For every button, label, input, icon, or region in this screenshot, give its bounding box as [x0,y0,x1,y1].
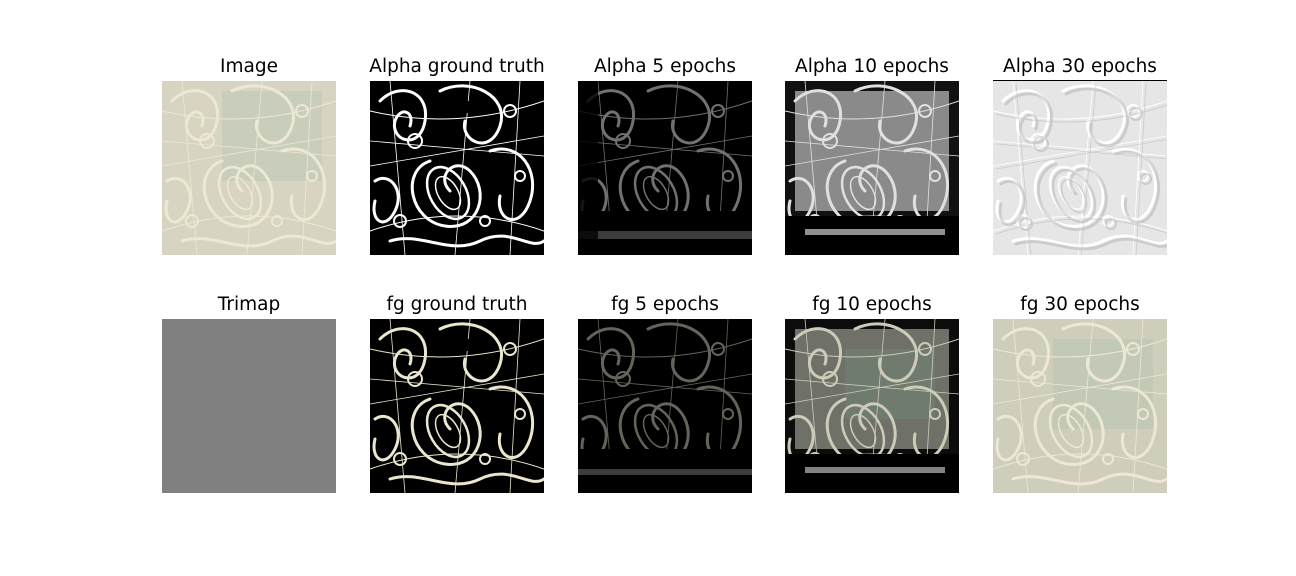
alpha-5-epochs-image [578,81,752,255]
panel-title: Alpha 30 epochs [1003,56,1157,77]
alpha-ground-truth-image [370,81,544,255]
panel-title: fg 10 epochs [812,294,932,315]
panel-title: fg 5 epochs [611,294,719,315]
panel-title: fg 30 epochs [1020,294,1140,315]
fg-ground-truth-image [370,319,544,493]
panel-title: Alpha ground truth [369,56,545,77]
panel-title: Trimap [217,294,281,315]
fg-5-epochs-image [578,319,752,493]
trimap-image [162,319,336,493]
alpha-10-epochs-image [785,81,959,255]
panel-title: Alpha 5 epochs [593,56,737,77]
fg-30-epochs-image [993,319,1167,493]
panel-title: fg ground truth [386,294,528,315]
fg-10-epochs-image [785,319,959,493]
panel-title: Image [220,56,278,77]
panel-top-border [993,80,1167,81]
lace-image [162,81,336,255]
alpha-30-epochs-image [993,81,1167,255]
panel-title: Alpha 10 epochs [795,56,949,77]
